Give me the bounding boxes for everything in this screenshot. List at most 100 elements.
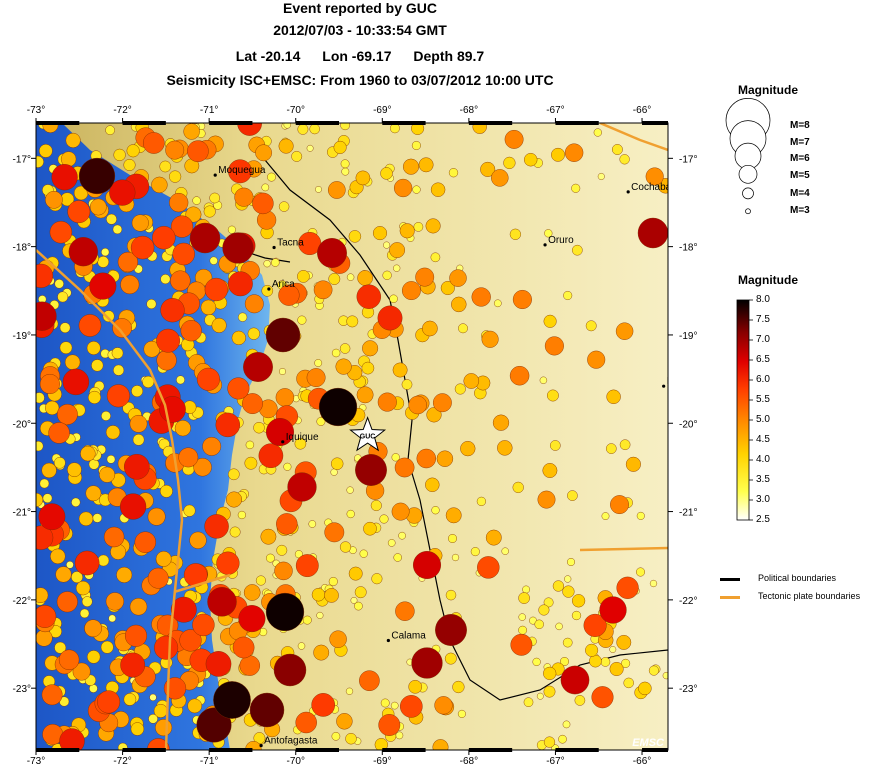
earthquake-marker — [129, 414, 148, 433]
earthquake-marker — [238, 312, 248, 322]
earthquake-marker — [518, 592, 530, 604]
earthquake-marker — [606, 443, 617, 454]
earthquake-marker — [297, 123, 309, 135]
earthquake-marker — [610, 495, 629, 514]
earthquake-marker — [155, 551, 172, 567]
earthquake-marker — [492, 414, 510, 431]
earthquake-marker — [522, 585, 530, 594]
earthquake-marker — [100, 640, 114, 654]
earthquake-marker — [512, 481, 524, 494]
earthquake-marker — [412, 185, 421, 194]
earthquake-marker — [454, 383, 466, 395]
earthquake-marker — [371, 573, 383, 585]
earthquake-marker — [178, 447, 199, 468]
earthquake-marker — [585, 643, 599, 657]
earthquake-marker — [625, 456, 641, 472]
earthquake-marker — [302, 615, 312, 625]
earthquake-marker — [512, 290, 532, 310]
city-label: Moquegua — [218, 165, 266, 176]
earthquake-marker — [311, 693, 336, 717]
earthquake-marker — [106, 454, 116, 464]
earthquake-marker — [536, 692, 544, 700]
earthquake-marker — [539, 376, 548, 384]
earthquake-marker — [377, 305, 403, 331]
earthquake-marker — [179, 629, 202, 652]
earthquake-marker — [398, 531, 406, 540]
earthquake-marker — [92, 513, 103, 523]
earthquake-marker — [58, 649, 80, 670]
earthquake-marker — [609, 662, 624, 677]
earthquake-marker — [237, 510, 247, 520]
earthquake-marker — [555, 622, 563, 631]
city-label: Potos — [667, 376, 693, 387]
earthquake-marker — [297, 315, 307, 325]
earthquake-marker — [180, 320, 202, 342]
earthquake-marker — [295, 711, 317, 734]
earthquake-marker — [425, 477, 440, 492]
earthquake-marker — [111, 347, 124, 359]
event-star-icon[interactable]: GUC — [349, 416, 387, 452]
earthquake-marker — [160, 274, 171, 285]
earthquake-marker — [134, 531, 157, 553]
earthquake-marker — [348, 566, 363, 581]
earthquake-marker — [266, 418, 295, 447]
earthquake-marker — [601, 512, 610, 520]
earthquake-marker — [389, 242, 405, 259]
earthquake-marker — [373, 226, 388, 241]
earthquake-marker — [567, 558, 576, 567]
colorbar — [736, 299, 750, 521]
earthquake-marker — [45, 190, 63, 209]
earthquake-marker — [636, 511, 645, 520]
earthquake-marker — [79, 608, 90, 619]
earthquake-marker — [205, 651, 232, 677]
earthquake-marker — [355, 454, 387, 486]
city-dot — [267, 287, 271, 291]
earthquake-marker — [263, 260, 271, 268]
size-legend-circle — [745, 208, 751, 215]
earthquake-marker — [637, 217, 668, 249]
earthquake-marker — [148, 714, 158, 724]
earthquake-marker — [458, 323, 468, 334]
lat-tick-label-left: -20° — [13, 419, 31, 430]
earthquake-marker — [543, 314, 557, 328]
earthquake-marker — [62, 368, 90, 396]
earthquake-marker — [574, 695, 586, 706]
earthquake-marker — [154, 635, 179, 660]
earthquake-marker — [147, 507, 166, 526]
lon-tick-label-top: -71° — [200, 105, 218, 116]
lon-tick-label-top: -69° — [373, 105, 391, 116]
earthquake-marker — [202, 436, 222, 456]
earthquake-marker — [193, 458, 212, 477]
earthquake-marker — [78, 511, 94, 526]
earthquake-marker — [339, 343, 351, 354]
earthquake-marker — [55, 566, 72, 583]
earthquake-marker — [67, 462, 82, 478]
colorbar-label: 6.5 — [756, 354, 770, 365]
earthquake-marker — [242, 393, 263, 414]
earthquake-marker — [378, 714, 401, 736]
lat-tick-label-left: -22° — [13, 596, 31, 607]
earthquake-marker — [89, 272, 117, 300]
earthquake-marker — [560, 657, 570, 667]
lon-tick-label-bottom: -70° — [286, 756, 304, 767]
earthquake-marker — [102, 310, 115, 323]
lat-tick-label-left: -17° — [13, 154, 31, 165]
earthquake-marker — [422, 320, 438, 337]
earthquake-marker — [54, 456, 66, 469]
city-label: Calama — [391, 630, 426, 641]
title-event: Event reported by GUC — [282, 0, 438, 16]
earthquake-marker — [346, 315, 359, 328]
earthquake-marker — [103, 526, 125, 548]
earthquake-marker — [324, 588, 339, 603]
earthquake-marker — [160, 298, 185, 323]
earthquake-marker — [313, 644, 330, 661]
earthquake-marker — [354, 601, 363, 611]
earthquake-marker — [391, 502, 410, 521]
earthquake-marker — [291, 150, 303, 162]
earthquake-marker — [550, 440, 561, 451]
earthquake-marker — [585, 320, 597, 332]
event-star-shape[interactable] — [349, 416, 387, 452]
earthquake-marker — [623, 677, 634, 689]
earthquake-marker — [380, 698, 390, 708]
